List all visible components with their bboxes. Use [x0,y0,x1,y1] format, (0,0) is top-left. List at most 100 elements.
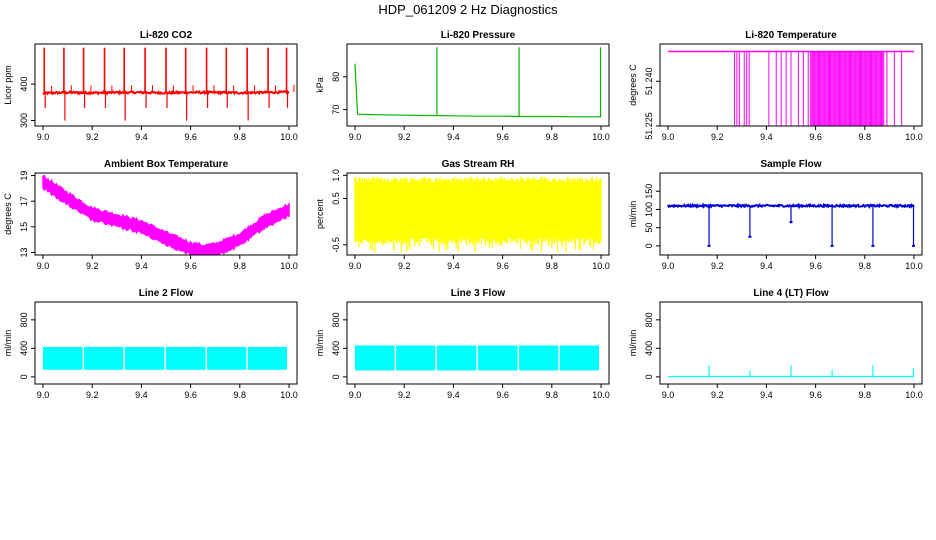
y-tick-label: 0.5 [331,192,341,205]
x-tick-label: 9.0 [349,261,362,271]
x-tick-label: 9.4 [135,390,148,400]
y-tick-label: 0 [644,243,654,248]
data-band [247,346,288,370]
x-tick-label: 10.0 [592,132,610,142]
plot-frame [659,172,923,256]
chart-title: Line 2 Flow [139,288,194,299]
x-tick-label: 9.2 [398,261,411,271]
chart-title: Li-820 Temperature [745,30,837,41]
y-tick-label: 150 [644,184,654,199]
x-tick-label: 9.0 [662,132,675,142]
x-tick-label: 10.0 [280,132,298,142]
x-tick-label: 9.2 [398,132,411,142]
x-tick-label: 9.4 [760,390,773,400]
plot-data [355,345,600,371]
chart-panel-1: Li-820 CO2 9.0 9.2 9.4 9.6 9.8 10.0 300 400 Licor… [3,30,298,142]
data-band [124,346,165,370]
plot-frame [659,301,923,385]
chart-panel-3: Li-820 Temperature 9.0 9.2 9.4 9.6 9.8 10.0 51.… [628,30,923,142]
chart-panel-5: Gas Stream RH 9.0 9.2 9.4 9.6 9.8 10.0 -0.5 0.5 1… [315,159,610,271]
y-tick-label: 70 [331,105,341,115]
y-tick-label: 0 [331,374,341,379]
x-tick-label: 9.4 [760,132,773,142]
y-axis-label: ml/min [628,330,638,357]
chart-title: Ambient Box Temperature [104,159,229,170]
data-band-core [355,182,601,238]
x-tick-label: 9.8 [234,261,247,271]
chart-title: Line 4 (LT) Flow [753,288,829,299]
x-tick-label: 9.4 [135,132,148,142]
data-band [84,346,124,370]
y-tick-label: 300 [19,113,29,128]
y-axis-label: degrees C [3,193,13,235]
y-tick-label: 400 [19,341,29,356]
chart-title: Li-820 Pressure [441,30,516,41]
y-tick-label: 80 [331,72,341,82]
x-tick-label: 10.0 [280,390,298,400]
x-tick-label: 9.2 [86,390,99,400]
x-tick-label: 9.8 [546,390,559,400]
x-tick-label: 9.6 [184,261,197,271]
y-tick-label: 50 [644,223,654,233]
data-band [436,345,477,371]
plot-data [354,47,602,118]
plot-data [42,174,290,255]
x-tick-label: 9.0 [37,261,50,271]
x-tick-label: 9.4 [447,390,460,400]
data-band [355,345,395,371]
plot-data [667,202,916,247]
y-tick-label: 800 [331,312,341,327]
y-tick-label: 400 [331,341,341,356]
y-axis-label: ml/min [3,330,13,357]
data-band [166,346,206,370]
x-tick-label: 9.6 [496,390,509,400]
plot-data [668,365,915,378]
plot-frame [659,43,923,127]
x-tick-label: 9.2 [711,132,724,142]
plot-frame [34,43,298,127]
plot-frame [346,43,610,127]
x-tick-label: 9.4 [447,132,460,142]
plot-data [43,346,288,370]
plot-frame [34,301,298,385]
y-tick-label: 51.225 [644,112,654,140]
figure-title: HDP_061209 2 Hz Diagnostics [378,2,558,17]
x-tick-label: 9.8 [546,132,559,142]
x-tick-label: 9.0 [37,390,50,400]
y-tick-label: 800 [19,312,29,327]
y-tick-label: 400 [644,341,654,356]
y-axis-label: ml/min [315,330,325,357]
chart-panel-9: Line 4 (LT) Flow 9.0 9.2 9.4 9.6 9.8 10.0 0 400 8… [628,288,923,400]
x-tick-label: 9.4 [447,261,460,271]
x-tick-label: 9.6 [496,261,509,271]
data-band [207,346,247,370]
y-tick-label: 19 [19,171,29,181]
data-band [478,345,518,371]
y-tick-label: -0.5 [331,237,341,253]
x-tick-label: 9.2 [86,261,99,271]
chart-title: Gas Stream RH [442,159,515,170]
plot-frame [346,301,610,385]
x-tick-label: 10.0 [905,132,923,142]
x-tick-label: 10.0 [280,261,298,271]
x-tick-label: 9.2 [86,132,99,142]
x-tick-label: 9.8 [859,132,872,142]
chart-panel-4: Ambient Box Temperature 9.0 9.2 9.4 9.6 9.8 10… [3,159,298,271]
data-line [354,63,601,118]
x-tick-label: 9.8 [234,390,247,400]
x-tick-label: 9.4 [135,261,148,271]
x-tick-label: 9.6 [809,390,822,400]
x-tick-label: 9.6 [496,132,509,142]
data-band [519,345,559,371]
x-tick-label: 10.0 [905,261,923,271]
chart-title: Line 3 Flow [451,288,506,299]
data-band [42,174,290,255]
x-tick-label: 9.4 [760,261,773,271]
y-tick-label: 13 [19,247,29,257]
x-tick-label: 10.0 [592,261,610,271]
y-axis-label: Licor ppm [3,65,13,105]
plot-data [668,50,914,126]
x-tick-label: 9.6 [809,261,822,271]
x-tick-label: 9.0 [37,132,50,142]
chart-title: Sample Flow [760,159,821,170]
